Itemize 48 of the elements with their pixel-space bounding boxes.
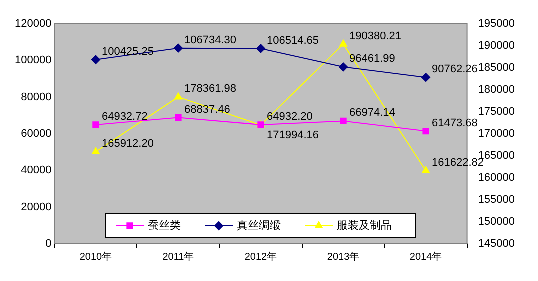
y-tick-label: 80000 (21, 91, 52, 104)
y2-tick-label: 195000 (478, 18, 516, 30)
y2-tick-label: 170000 (478, 128, 516, 140)
legend-label: 真丝绸缎 (237, 219, 281, 232)
y2-tick-label: 190000 (478, 40, 516, 52)
y2-tick-label: 150000 (478, 216, 516, 228)
point (340, 40, 348, 47)
data-label: 190380.21 (350, 30, 402, 42)
legend-label: 蚕丝类 (148, 219, 181, 232)
data-label: 178361.98 (184, 83, 236, 96)
data-label: 106734.30 (184, 34, 236, 46)
data-label: 171994.16 (267, 129, 319, 142)
data-label: 90762.26 (432, 64, 478, 76)
y-tick-label: 0 (46, 238, 52, 250)
point (175, 114, 182, 122)
x-tick-label: 2013年 (327, 250, 360, 263)
y2-tick-label: 180000 (478, 84, 516, 96)
y-tick-label: 120000 (14, 18, 52, 30)
point (422, 73, 431, 82)
point (422, 128, 430, 135)
legend-label: 服装及制品 (337, 219, 392, 232)
data-label: 161622.82 (432, 156, 484, 169)
x-tick-label: 2012年 (244, 250, 278, 263)
point (256, 44, 266, 54)
y2-tick-label: 175000 (478, 106, 516, 118)
y2-tick-label: 155000 (478, 194, 516, 206)
x-tick-label: 2010年 (80, 250, 112, 263)
data-label: 106514.65 (267, 34, 319, 47)
y-tick-label: 100000 (14, 54, 52, 67)
y2-tick-label: 145000 (478, 238, 516, 250)
point (92, 122, 100, 128)
x-tick-label: 2014年 (410, 250, 442, 263)
data-label: 64932.72 (102, 110, 148, 123)
point (339, 62, 348, 72)
point (174, 92, 182, 100)
x-tick-label: 2011年 (162, 250, 194, 263)
data-label: 100425.25 (102, 46, 154, 58)
point (422, 166, 430, 174)
y-tick-label: 40000 (21, 164, 52, 177)
point (91, 55, 100, 64)
point (174, 44, 183, 53)
point (340, 118, 347, 125)
y-tick-label: 20000 (21, 201, 52, 214)
y2-tick-label: 185000 (478, 62, 516, 74)
y-tick-label: 60000 (21, 128, 52, 140)
data-label: 61473.68 (432, 117, 478, 130)
point (92, 147, 100, 154)
y2-tick-label: 160000 (478, 172, 516, 184)
